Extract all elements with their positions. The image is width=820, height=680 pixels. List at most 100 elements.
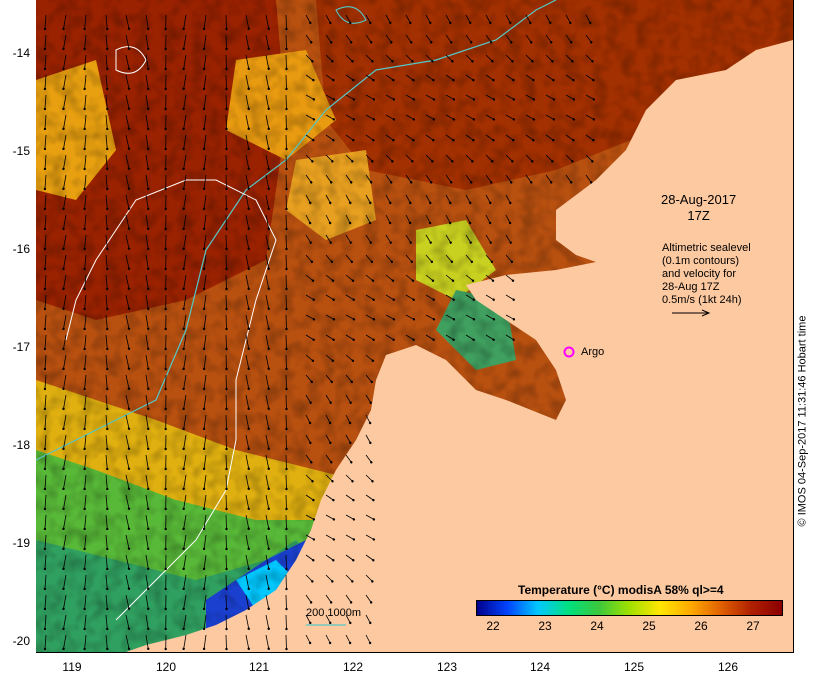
velocity-arrow [202, 154, 207, 171]
velocity-arrow [125, 74, 131, 90]
y-tick-label: -14 [12, 46, 30, 60]
velocity-arrow [62, 394, 67, 410]
velocity-arrow [105, 154, 109, 171]
velocity-arrow [305, 354, 315, 362]
velocity-arrow [365, 454, 373, 464]
velocity-arrow [145, 634, 150, 651]
velocity-arrow [105, 34, 109, 51]
depth-legend-label: 200 1000m [306, 607, 362, 619]
velocity-arrow [62, 614, 67, 630]
velocity-arrow [125, 174, 131, 190]
velocity-arrow [62, 334, 67, 350]
velocity-arrow [465, 214, 472, 225]
velocity-arrow [125, 394, 131, 410]
velocity-arrow [125, 194, 131, 210]
velocity-arrow [345, 74, 355, 82]
velocity-arrow [245, 434, 250, 450]
velocity-arrow [265, 554, 270, 570]
velocity-arrow [425, 314, 436, 321]
velocity-arrow [202, 554, 207, 571]
velocity-arrow [202, 14, 207, 31]
time-label: 17Z [687, 208, 710, 223]
velocity-arrow [245, 94, 250, 110]
velocity-arrow [505, 134, 515, 142]
velocity-arrow [405, 234, 412, 244]
velocity-arrow [305, 514, 316, 521]
contour-1000m [65, 179, 277, 621]
velocity-arrow [145, 194, 150, 211]
velocity-arrow [485, 74, 495, 82]
velocity-arrow [265, 194, 270, 210]
velocity-arrow [425, 234, 432, 244]
velocity-arrow [345, 214, 352, 225]
velocity-arrow [365, 414, 372, 425]
velocity-arrow [43, 414, 47, 431]
velocity-arrow [265, 34, 270, 50]
colorbar-tick: 27 [746, 619, 760, 633]
velocity-arrow [265, 154, 270, 170]
velocity-arrow [445, 134, 455, 142]
velocity-arrow [245, 494, 250, 510]
velocity-arrow [83, 354, 87, 371]
velocity-arrow [83, 514, 87, 531]
velocity-arrow [405, 214, 412, 225]
velocity-arrow [485, 14, 492, 25]
velocity-arrow [505, 294, 515, 301]
velocity-arrow [565, 54, 574, 63]
velocity-arrow [225, 34, 228, 51]
velocity-arrow [365, 374, 373, 384]
velocity-arrow [43, 94, 47, 111]
velocity-arrow [43, 534, 47, 551]
velocity-arrow [365, 174, 373, 184]
velocity-arrow [365, 114, 376, 121]
velocity-arrow [365, 334, 375, 341]
velocity-arrow [225, 234, 228, 251]
velocity-arrow [83, 614, 87, 631]
velocity-arrow [125, 314, 131, 330]
velocity-arrow [245, 194, 250, 210]
velocity-arrow [305, 534, 316, 541]
velocity-arrow [83, 54, 87, 71]
velocity-arrow [125, 354, 131, 370]
velocity-arrow [505, 74, 515, 82]
velocity-arrow [305, 154, 314, 163]
velocity-arrow [325, 234, 332, 244]
velocity-arrow [62, 494, 67, 510]
velocity-arrow [325, 474, 334, 483]
velocity-arrow [105, 234, 109, 251]
velocity-arrow [445, 114, 456, 121]
velocity-arrow [202, 174, 207, 191]
velocity-arrow [105, 394, 109, 411]
velocity-arrow [83, 134, 87, 151]
velocity-arrow [345, 594, 353, 604]
velocity-arrow [145, 154, 150, 171]
velocity-arrow [365, 14, 372, 25]
velocity-arrow [182, 494, 187, 511]
velocity-arrow [545, 34, 553, 44]
velocity-arrow [145, 374, 150, 391]
velocity-arrow [305, 394, 312, 404]
velocity-arrow [245, 614, 250, 630]
velocity-arrow [83, 254, 87, 271]
velocity-arrow [145, 54, 150, 71]
velocity-arrow [83, 154, 87, 171]
velocity-arrow [345, 174, 353, 184]
velocity-arrow [485, 314, 496, 321]
sst-map[interactable]: 28-Aug-2017 17Z Altimetric sealevel (0.1… [36, 0, 794, 653]
velocity-arrow [545, 114, 556, 121]
velocity-arrow [485, 254, 494, 264]
velocity-arrow [385, 294, 395, 301]
velocity-arrow [202, 234, 207, 251]
velocity-arrow [365, 634, 372, 645]
velocity-arrow [545, 154, 554, 163]
velocity-arrow [83, 314, 87, 331]
velocity-arrow [245, 174, 250, 190]
velocity-arrow [545, 134, 555, 142]
velocity-arrow [505, 214, 512, 225]
velocity-arrow [182, 174, 187, 191]
velocity-arrow [182, 234, 187, 251]
velocity-arrow [365, 474, 374, 483]
velocity-arrow [225, 594, 228, 611]
velocity-arrow [505, 154, 514, 163]
velocity-arrow [245, 254, 250, 270]
